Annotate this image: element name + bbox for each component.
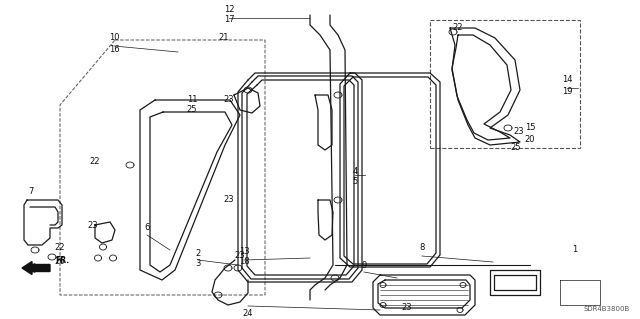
FancyArrow shape (22, 262, 50, 275)
Text: 24: 24 (243, 309, 253, 318)
Text: FR.: FR. (55, 256, 69, 265)
Text: 8: 8 (419, 243, 425, 253)
Text: 23: 23 (235, 250, 245, 259)
Text: 17: 17 (224, 16, 234, 25)
Text: 26: 26 (54, 257, 65, 266)
Text: 11: 11 (187, 95, 197, 105)
Text: 10: 10 (109, 33, 119, 42)
Text: 12: 12 (224, 5, 234, 14)
Text: 23: 23 (402, 303, 412, 313)
Bar (430, 20, 580, 148)
Text: 13: 13 (239, 248, 250, 256)
Text: 23: 23 (88, 220, 99, 229)
Text: 5: 5 (353, 177, 358, 187)
Text: 20: 20 (525, 135, 535, 144)
Text: 23: 23 (514, 128, 524, 137)
Text: SDR4B3800B: SDR4B3800B (584, 306, 630, 312)
Text: 9: 9 (362, 261, 367, 270)
Text: 3: 3 (195, 258, 201, 268)
Text: 23: 23 (224, 95, 234, 105)
Text: 15: 15 (525, 123, 535, 132)
Text: 23: 23 (224, 196, 234, 204)
Text: 25: 25 (511, 144, 521, 152)
Text: 21: 21 (219, 33, 229, 42)
Text: 1: 1 (572, 246, 578, 255)
Text: 4: 4 (353, 167, 358, 176)
Text: 18: 18 (239, 257, 250, 266)
Text: 7: 7 (28, 188, 34, 197)
Text: 19: 19 (562, 86, 572, 95)
Text: 22: 22 (55, 243, 65, 253)
Text: 14: 14 (562, 76, 572, 85)
Text: 6: 6 (144, 224, 150, 233)
Text: 22: 22 (452, 24, 463, 33)
Text: 2: 2 (195, 249, 200, 257)
Text: 25: 25 (187, 106, 197, 115)
Text: 16: 16 (109, 44, 119, 54)
Text: 22: 22 (90, 158, 100, 167)
